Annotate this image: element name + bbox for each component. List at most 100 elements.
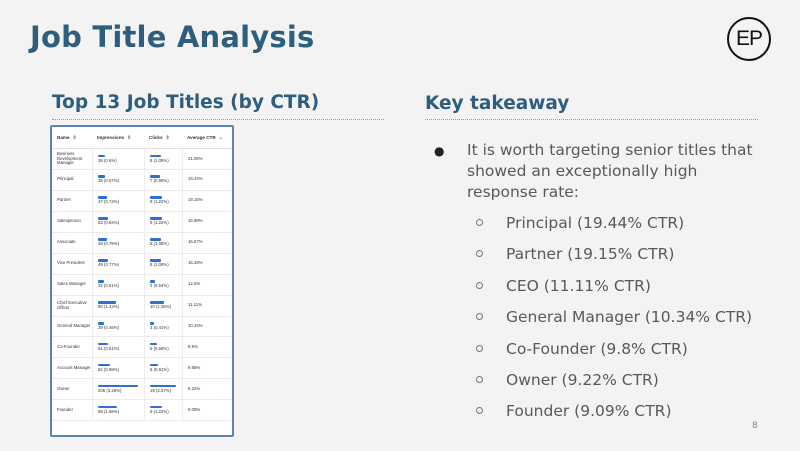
column-header-label: Impressions <box>97 135 125 140</box>
cell-clicks: 8 (1.08%) <box>144 232 182 253</box>
cell-job-title: Vice President <box>57 260 85 266</box>
cell-clicks: 7 (0.95%) <box>144 169 182 190</box>
cell-average-ctr: 9.8% <box>182 337 232 358</box>
sub-point-text: Owner (9.22% CTR) <box>506 371 659 389</box>
impressions-value: 32 (0.51%) <box>98 283 120 289</box>
cell-job-title: Chief Executive Officer <box>57 299 87 310</box>
hollow-circle-bullet-icon <box>476 407 483 414</box>
table-row[interactable]: Sales Manager 32 (0.51%) 4 (0.54%) 12.5% <box>52 274 232 296</box>
table-row[interactable]: Vice President 49 (0.77%) 8 (1.08%) 16.33% <box>52 253 232 275</box>
cell-clicks: 3 (0.41%) <box>144 316 182 337</box>
clicks-cell-content: 5 (0.68%) <box>150 342 169 352</box>
table-row[interactable]: Account Manager 62 (0.98%) 6 (0.81%) 9.68% <box>52 358 232 380</box>
table-row[interactable]: Co-Founder 51 (0.81%) 5 (0.68%) 9.8% <box>52 337 232 359</box>
impressions-bar <box>98 301 116 304</box>
impressions-value: 48 (0.76%) <box>98 241 120 247</box>
clicks-cell-content: 10 (1.35%) <box>150 301 171 310</box>
hollow-circle-bullet-icon <box>476 313 483 320</box>
impressions-cell-content: 36 (0.57%) <box>98 175 119 184</box>
cell-average-ctr: 9.09% <box>182 400 232 421</box>
clicks-bar <box>150 280 156 283</box>
hollow-circle-bullet-icon <box>476 282 483 289</box>
sub-point-text: Principal (19.44% CTR) <box>506 214 685 232</box>
impressions-bar <box>98 196 108 199</box>
impressions-cell-content: 32 (0.51%) <box>98 280 119 289</box>
cell-impressions: 36 (0.57%) <box>92 169 144 190</box>
clicks-value: 19 (2.57%) <box>150 387 172 393</box>
impressions-bar <box>98 238 108 241</box>
table-row[interactable]: Salesperson 53 (0.84%) 9 (1.22%) 16.98% <box>52 211 232 233</box>
sub-point-text: General Manager (10.34% CTR) <box>506 308 753 326</box>
column-header-clicks[interactable]: Clicks ⇕ <box>144 135 182 141</box>
impressions-value: 90 (1.42%) <box>98 304 120 310</box>
sort-icon[interactable]: ⇕ <box>127 134 132 141</box>
impressions-bar <box>98 342 108 346</box>
hollow-circle-bullet-icon <box>476 345 483 352</box>
cell-impressions: 99 (1.56%) <box>92 400 144 421</box>
table-row[interactable]: Business Development Manager 38 (0.6%) 8 (… <box>52 149 232 170</box>
clicks-value: 9 (1.22%) <box>150 199 169 205</box>
clicks-value: 3 (0.41%) <box>150 325 169 330</box>
cell-average-ctr: 9.22% <box>182 379 232 400</box>
impressions-bar <box>98 322 104 325</box>
cell-clicks: 6 (0.81%) <box>144 358 182 379</box>
column-header-impressions[interactable]: Impressions ⇕ <box>92 135 144 141</box>
impressions-cell-content: 48 (0.76%) <box>98 238 119 247</box>
cell-job-title: Account Manager <box>57 364 91 370</box>
table-section-heading: Top 13 Job Titles (by CTR) <box>52 92 320 113</box>
table-row[interactable]: Chief Executive Officer 90 (1.42%) 10 (1.3… <box>52 295 232 317</box>
impressions-value: 99 (1.56%) <box>98 408 120 414</box>
bullet-dot-icon: ● <box>434 144 445 158</box>
clicks-value: 8 (1.08%) <box>150 262 169 268</box>
impressions-value: 51 (0.81%) <box>98 345 120 351</box>
clicks-value: 8 (1.08%) <box>150 241 169 247</box>
cell-job-title: General Manager <box>57 323 91 328</box>
impressions-bar <box>98 175 105 178</box>
clicks-value: 4 (0.54%) <box>150 283 169 289</box>
clicks-value: 10 (1.35%) <box>150 304 172 310</box>
table-row[interactable]: Partner 47 (0.74%) 9 (1.22%) 19.15% <box>52 190 232 212</box>
table-row[interactable]: General Manager 29 (0.46%) 3 (0.41%) 10.34% <box>52 316 232 338</box>
cell-clicks: 9 (1.22%) <box>144 190 182 211</box>
table-row[interactable]: Owner 206 (3.26%) 19 (2.57%) 9.22% <box>52 379 232 401</box>
sort-icon[interactable]: ⇕ <box>72 134 77 141</box>
impressions-value: 47 (0.74%) <box>98 199 120 205</box>
cell-average-ctr: 19.15% <box>182 190 232 211</box>
clicks-cell-content: 8 (1.08%) <box>150 259 169 268</box>
cell-job-title: Salesperson <box>57 218 81 224</box>
sort-icon[interactable]: ⇕ <box>165 134 170 141</box>
cell-clicks: 8 (1.08%) <box>144 253 182 274</box>
cell-impressions: 206 (3.26%) <box>92 379 144 400</box>
table-row[interactable]: Founder 99 (1.56%) 9 (1.22%) 9.09% <box>52 400 232 422</box>
table-row[interactable]: Associate 48 (0.76%) 8 (1.08%) 16.67% <box>52 232 232 254</box>
table-row[interactable]: Principal 36 (0.57%) 7 (0.95%) 19.44% <box>52 169 232 191</box>
sub-point-text: Co-Founder (9.8% CTR) <box>506 340 688 358</box>
clicks-bar <box>150 217 163 220</box>
column-header-average-ctr[interactable]: Average CTR ⌄ <box>182 135 232 141</box>
table-header: Name ⇕ Impressions ⇕ Clicks ⇕ Average CTR ⌄ <box>52 127 232 149</box>
cell-average-ctr: 12.5% <box>182 274 232 295</box>
cell-impressions: 49 (0.77%) <box>92 253 144 274</box>
impressions-cell-content: 47 (0.74%) <box>98 196 119 205</box>
impressions-value: 36 (0.57%) <box>98 178 120 184</box>
cell-job-title: Co-Founder <box>57 343 80 349</box>
impressions-bar <box>98 280 105 283</box>
cell-clicks: 19 (2.57%) <box>144 379 182 400</box>
clicks-value: 8 (1.08%) <box>150 157 169 163</box>
clicks-bar <box>150 259 161 262</box>
cell-average-ctr: 21.05% <box>182 149 232 169</box>
impressions-cell-content: 49 (0.77%) <box>98 259 119 268</box>
sort-desc-icon[interactable]: ⌄ <box>218 134 223 141</box>
cell-job-title: Principal <box>57 176 74 182</box>
impressions-bar <box>98 363 110 367</box>
clicks-bar <box>150 301 164 304</box>
clicks-cell-content: 3 (0.41%) <box>150 322 169 331</box>
cell-job-title: Partner <box>57 197 72 203</box>
clicks-bar <box>150 238 161 241</box>
impressions-value: 49 (0.77%) <box>98 262 120 268</box>
cell-average-ctr: 11.11% <box>182 295 232 316</box>
column-header-name[interactable]: Name ⇕ <box>52 135 92 141</box>
clicks-bar <box>150 342 157 346</box>
clicks-value: 7 (0.95%) <box>150 178 169 184</box>
cell-impressions: 53 (0.84%) <box>92 211 144 232</box>
